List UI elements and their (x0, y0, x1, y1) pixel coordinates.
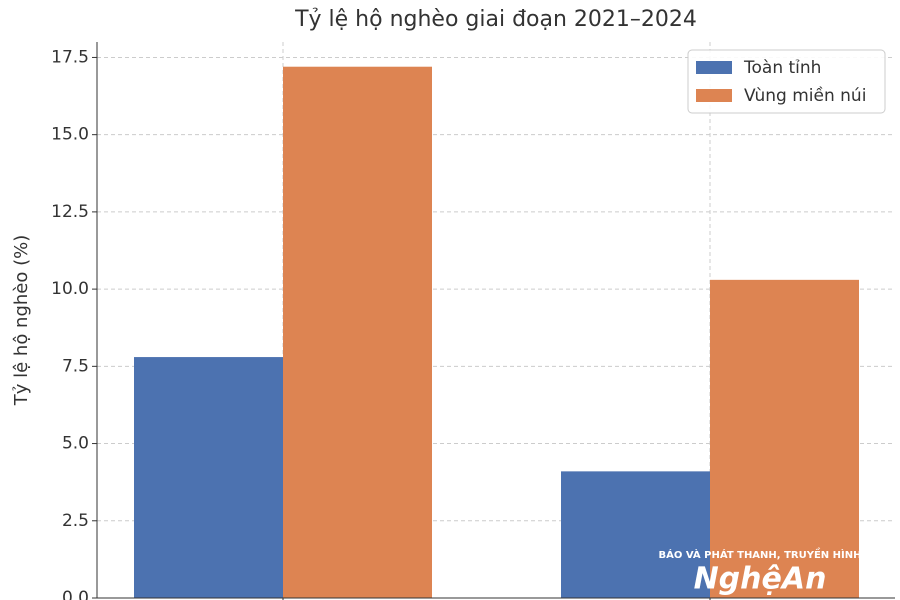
y-tick-label: 0.0 (62, 588, 89, 600)
y-tick-label: 15.0 (51, 125, 89, 145)
legend-label: Vùng miền núi (744, 85, 866, 106)
y-axis-label: Tỷ lệ hộ nghèo (%) (11, 235, 32, 407)
bar (134, 357, 283, 598)
bar (283, 66, 432, 598)
y-tick-label: 7.5 (62, 356, 89, 376)
bar (710, 279, 859, 598)
legend-swatch (696, 61, 732, 74)
legend-label: Toàn tỉnh (743, 58, 821, 78)
y-tick-label: 10.0 (51, 279, 89, 299)
watermark-line1: BÁO VÀ PHÁT THANH, TRUYỀN HÌNH (659, 547, 862, 561)
legend-swatch (696, 89, 732, 102)
y-tick-label: 17.5 (51, 47, 89, 67)
watermark-line2: NghệAn (694, 562, 827, 597)
legend-box (687, 49, 886, 114)
y-tick-label: 12.5 (51, 202, 89, 222)
chart-title: Tỷ lệ hộ nghèo giai đoạn 2021–2024 (294, 7, 697, 32)
y-tick-label: 2.5 (62, 511, 89, 531)
legend: Toàn tỉnh Vùng miền núi (687, 49, 886, 114)
bar (561, 471, 710, 598)
y-tick-label: 5.0 (62, 434, 89, 454)
